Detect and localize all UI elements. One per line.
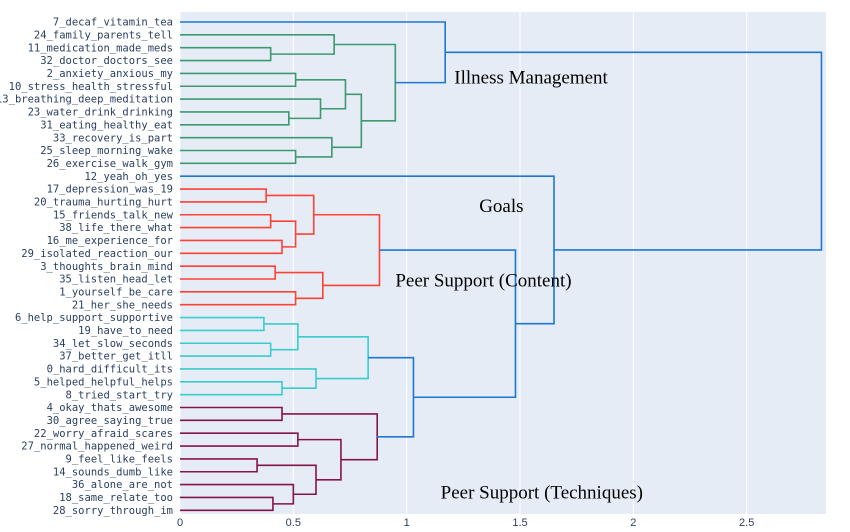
leaf-label-4: 2_anxiety_anxious_my: [47, 68, 173, 80]
leaf-label-26: 37_better_get_itll: [59, 351, 173, 363]
cluster-annotations: Illness Management Goals Peer Support (Con…: [395, 67, 643, 503]
x-axis-ticks: 0 0.5 1 1.5 2 2.5: [177, 517, 754, 529]
leaf-label-1: 24_family_parents_tell: [34, 29, 173, 41]
dendrogram-link-25: [297, 336, 369, 380]
leaf-label-19: 3_thoughts_brain_mind: [40, 261, 173, 273]
leaf-label-8: 31_eating_healthy_eat: [40, 119, 173, 131]
dendrogram-link-29: [180, 496, 274, 512]
leaf-label-16: 38_life_there_what: [59, 222, 173, 234]
leaf-label-0: 7_decaf_vitamin_tea: [53, 17, 173, 29]
x-tick-label-3: 1.5: [512, 517, 527, 529]
dendrogram-link-30: [180, 483, 295, 505]
leaf-label-12: 12_yeah_oh_yes: [84, 171, 173, 183]
leaf-label-6: 13_breathing_deep_meditation: [0, 94, 173, 106]
leaf-label-22: 21_her_she_needs: [72, 299, 173, 311]
leaf-label-15: 15_friends_talk_new: [53, 209, 174, 221]
leaf-label-34: 9_feel_like_feels: [66, 454, 173, 466]
dendrogram-link-8: [331, 93, 363, 149]
leaf-label-24: 19_have_to_need: [78, 325, 173, 337]
cluster-annotation-3: Peer Support (Techniques): [441, 482, 643, 503]
x-tick-label-1: 0.5: [286, 517, 301, 529]
leaf-label-33: 27_normal_happened_weird: [21, 441, 173, 453]
leaf-label-38: 28_sorry_through_im: [53, 505, 173, 517]
cluster-annotation-0: Illness Management: [454, 67, 608, 88]
dendrogram-link-1: [180, 34, 335, 55]
dendrogram-link-4: [180, 98, 322, 120]
dendrogram-link-11: [180, 188, 267, 203]
leaf-label-32: 22_worry_afraid_scares: [34, 428, 173, 440]
cluster-annotation-2: Peer Support (Content): [395, 270, 571, 291]
leaf-label-21: 1_yourself_be_care: [59, 286, 173, 298]
leaf-label-35: 14_sounds_dumb_like: [53, 466, 173, 478]
leaf-label-18: 29_isolated_reaction_our: [21, 248, 173, 260]
leaf-label-5: 10_stress_health_stressful: [9, 81, 173, 93]
cluster-annotation-1: Goals: [479, 196, 523, 217]
dendrogram-link-37: [445, 51, 823, 251]
x-tick-label-2: 1: [404, 517, 410, 529]
leaf-label-31: 30_agree_saying_true: [47, 415, 173, 427]
plot-background: [180, 12, 826, 514]
dendrogram-links: [180, 21, 823, 512]
leaf-label-7: 23_water_drink_drinking: [28, 107, 173, 119]
leaf-label-37: 18_same_relate_too: [59, 492, 173, 504]
leaf-label-10: 25_sleep_morning_wake: [40, 145, 173, 157]
leaf-label-27: 0_hard_difficult_its: [47, 364, 173, 376]
x-tick-label-4: 2: [630, 517, 636, 529]
leaf-label-2: 11_medication_made_meds: [28, 42, 173, 54]
x-tick-label-0: 0: [177, 517, 183, 529]
leaf-label-36: 36_alone_are_not: [72, 479, 173, 491]
leaf-label-28: 5_helped_helpful_helps: [34, 376, 173, 388]
leaf-label-25: 34_let_slow_seconds: [53, 338, 173, 350]
leaf-label-11: 26_exercise_walk_gym: [47, 158, 173, 170]
leaf-label-20: 35_listen_head_let: [59, 274, 173, 286]
leaf-label-13: 17_depression_was_19: [47, 184, 173, 196]
leaf-labels: 7_decaf_vitamin_tea24_family_parents_tel…: [0, 17, 174, 517]
leaf-label-29: 8_tried_start_try: [66, 389, 173, 401]
leaf-label-17: 16_me_experience_for: [47, 235, 173, 247]
grid-lines: [179, 12, 748, 514]
dendrogram-link-15: [266, 194, 315, 235]
dendrogram-link-32: [297, 438, 342, 481]
leaf-label-14: 20_trauma_hurting_hurt: [34, 197, 173, 209]
leaf-label-30: 4_okay_thats_awesome: [47, 402, 173, 414]
leaf-label-3: 32_doctor_doctors_see: [40, 55, 173, 67]
leaf-label-9: 33_recovery_is_part: [53, 132, 173, 144]
leaf-label-23: 6_help_support_supportive: [15, 312, 173, 324]
dendrogram-link-9: [334, 43, 397, 122]
x-tick-label-5: 2.5: [739, 517, 754, 529]
